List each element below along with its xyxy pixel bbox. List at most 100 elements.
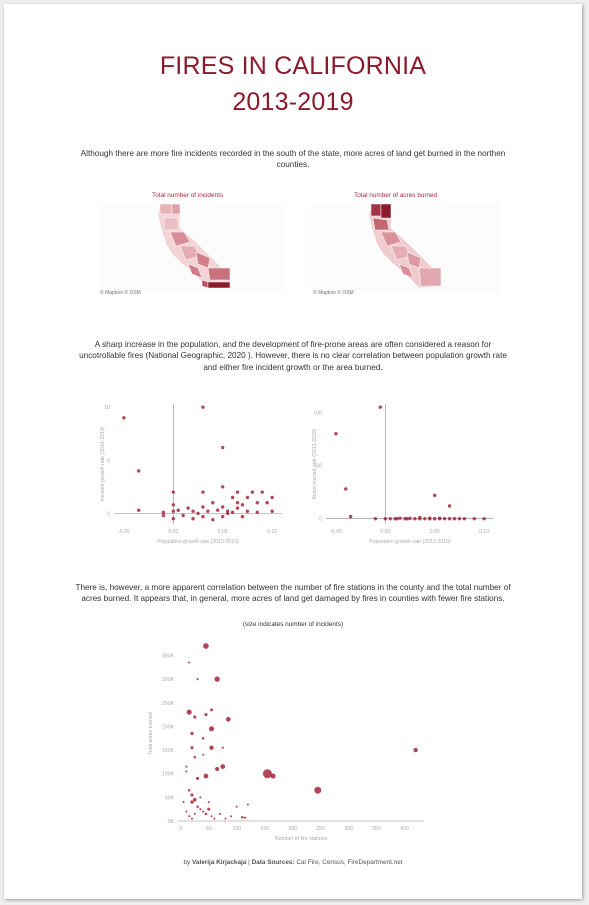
data-point: [187, 788, 191, 792]
data-point: [408, 516, 412, 521]
data-point: [161, 513, 166, 518]
data-point: [190, 731, 194, 736]
data-point: [378, 405, 383, 409]
y-tick-label: 0: [319, 517, 322, 523]
y-tick-label: 5: [107, 458, 110, 464]
data-point: [398, 516, 402, 520]
map-credit-left: © Mapbox © OSM: [100, 290, 141, 296]
data-point: [185, 810, 188, 813]
data-point: [437, 516, 442, 520]
data-point: [230, 495, 235, 500]
county-region: [372, 217, 390, 231]
x-tick-label: 0.05: [218, 529, 228, 535]
y-tick-label: 150K: [162, 748, 175, 754]
page-title-line2: 2013-2019: [232, 88, 354, 116]
data-point: [260, 490, 264, 494]
footer-author: Valerija Kirjackaja: [191, 859, 247, 866]
data-point: [182, 801, 185, 804]
data-point: [395, 516, 399, 521]
data-point: [171, 503, 175, 507]
data-point: [220, 764, 226, 769]
data-point: [193, 715, 197, 719]
data-point: [193, 755, 197, 759]
data-point: [181, 513, 185, 518]
size-note: (size indicates number of incidents): [242, 621, 344, 628]
data-point: [122, 416, 126, 420]
county-region: [159, 203, 173, 215]
intro-paragraph: Although there are more fire incidents r…: [80, 149, 506, 170]
data-point: [413, 747, 418, 753]
data-point: [207, 801, 210, 804]
data-point: [349, 514, 353, 519]
data-point: [373, 516, 378, 521]
data-point: [418, 515, 422, 520]
data-point: [383, 516, 387, 521]
data-point: [270, 773, 276, 779]
data-point: [423, 516, 427, 521]
x-tick-label: 0.00: [380, 529, 390, 535]
data-point: [221, 746, 224, 749]
county-region: [187, 263, 203, 279]
data-point: [209, 745, 214, 750]
y-tick-label: 200K: [162, 724, 175, 730]
data-point: [262, 769, 272, 779]
y-tick-label: 300K: [162, 677, 175, 683]
footer-sep: |: [246, 859, 252, 866]
data-point: [199, 808, 202, 811]
data-point: [230, 510, 235, 515]
data-point: [314, 786, 322, 794]
y-tick-label: 0: [107, 511, 110, 517]
data-point: [235, 501, 240, 505]
data-point: [447, 516, 452, 521]
data-point: [482, 516, 486, 521]
y-tick-label: 50K: [165, 795, 175, 801]
data-point: [213, 817, 216, 820]
y-tick-label: 0K: [168, 819, 175, 825]
data-point: [433, 493, 437, 498]
data-point: [207, 807, 211, 811]
footer-credits: by Valerija Kirjackaja | Data Sources: C…: [4, 859, 582, 866]
data-point: [190, 800, 194, 804]
data-point: [190, 817, 193, 820]
y-tick-label: 100K: [162, 772, 175, 778]
map-acres[interactable]: [311, 202, 499, 294]
data-point: [224, 817, 227, 820]
county-region: [171, 203, 181, 215]
data-point: [211, 518, 215, 522]
map-acres-label: Total number of acres burned: [354, 192, 438, 199]
data-point: [447, 504, 452, 508]
x-axis-label: Population growth rate (2013-2019): [157, 539, 239, 545]
data-point: [193, 812, 196, 815]
data-point: [452, 516, 457, 521]
fire-stations-chart[interactable]: 0K 50K 100K 150K 200K 250K 300K 350K 0 50 100 150 20…: [134, 634, 434, 856]
x-tick-label: 0.05: [430, 529, 440, 535]
data-point: [192, 797, 197, 802]
data-point: [186, 506, 190, 510]
data-point: [235, 506, 240, 510]
data-point: [203, 643, 209, 649]
page-title-line1: FIRES IN CALIFORNIA: [159, 52, 427, 80]
data-point: [185, 765, 188, 768]
data-point: [246, 803, 249, 806]
county-region-max: [207, 281, 231, 289]
x-tick-label: 50: [206, 826, 212, 832]
x-tick-label: 300: [344, 826, 353, 832]
data-point: [199, 796, 202, 799]
data-point: [196, 511, 200, 516]
data-point: [245, 509, 250, 513]
incident-growth-chart[interactable]: 0 5 10 -0.05 0.00 0.05 0.10 Population growth r…: [92, 396, 292, 551]
fire-stations-paragraph: There is, however, a more apparent corre…: [75, 583, 511, 604]
data-point: [206, 509, 210, 513]
county-region-max: [380, 203, 392, 219]
x-axis-label: Number of fire stations: [275, 836, 328, 842]
data-point: [190, 793, 194, 797]
map-credit-right: © Mapbox © OSM: [313, 290, 354, 296]
data-point: [428, 516, 432, 521]
acres-growth-chart[interactable]: 0 50 100 -0.05 0.00 0.05 0.10 Population growth…: [304, 396, 504, 551]
data-point: [185, 770, 188, 773]
data-point: [188, 815, 191, 818]
y-tick-label: 50: [316, 464, 322, 470]
data-point: [201, 505, 205, 509]
data-point: [196, 776, 200, 780]
map-incidents[interactable]: [98, 202, 286, 294]
